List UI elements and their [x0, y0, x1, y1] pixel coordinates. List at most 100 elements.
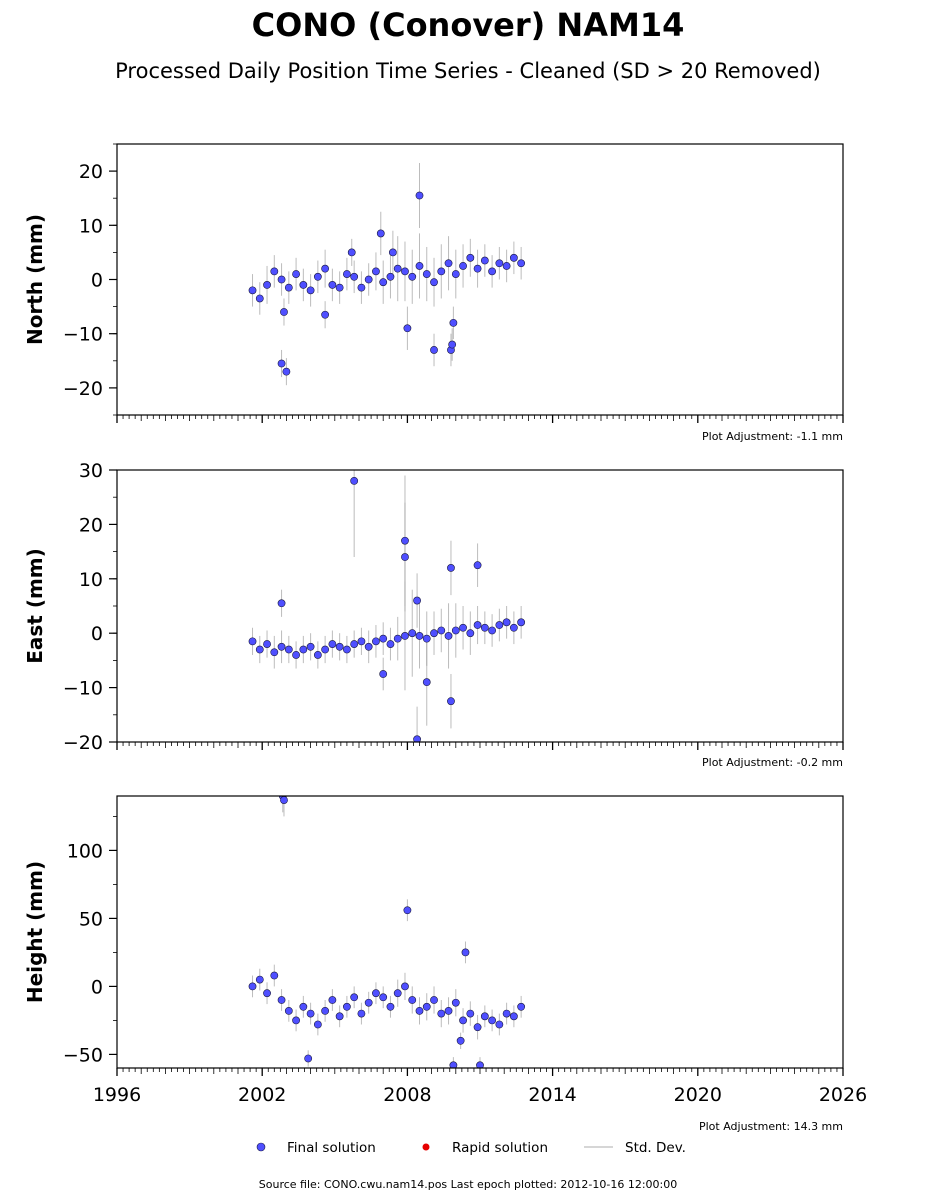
legend-rapid-marker — [422, 1143, 430, 1151]
y-tick-label: 50 — [79, 908, 103, 930]
data-point — [430, 278, 438, 287]
data-point — [415, 191, 424, 200]
data-point — [422, 678, 431, 687]
data-point — [270, 971, 279, 980]
y-tick-label: −10 — [63, 678, 103, 700]
data-point — [449, 1061, 458, 1068]
plot-area — [248, 470, 526, 742]
data-point — [502, 262, 511, 270]
data-point — [335, 1012, 344, 1021]
panel-3: 1996 2002 2008 2014 2020 2026 −50 0 50 100 Height … — [23, 795, 867, 1133]
data-point — [408, 996, 417, 1004]
data-point — [321, 645, 330, 654]
x-tick-label: 2002 — [238, 1084, 286, 1106]
data-point — [415, 632, 424, 640]
legend-final-label: Final solution — [287, 1140, 376, 1156]
data-point — [277, 359, 286, 368]
data-point — [488, 1016, 496, 1025]
data-point — [364, 998, 373, 1007]
data-point — [280, 796, 288, 804]
data-point — [437, 1009, 446, 1018]
data-point — [277, 996, 286, 1004]
data-point — [357, 1009, 366, 1018]
data-point — [495, 621, 504, 629]
data-point — [466, 253, 475, 262]
data-point — [509, 253, 518, 262]
panels: −20 −10 0 10 20 North (mm) Plot Adjustment: -1… — [23, 143, 867, 1133]
data-point — [430, 346, 438, 354]
data-point — [364, 275, 373, 284]
legend-final-marker — [256, 1142, 266, 1152]
data-point — [422, 1002, 431, 1011]
plot-area — [248, 796, 526, 1068]
data-point — [449, 318, 458, 327]
data-point — [401, 553, 409, 561]
data-point — [284, 1006, 293, 1015]
data-point — [292, 270, 300, 278]
data-point — [448, 340, 457, 349]
data-point — [321, 1006, 330, 1015]
data-point — [466, 629, 475, 638]
data-point — [263, 989, 271, 998]
axes-frame — [116, 469, 844, 743]
y-tick-label: 10 — [79, 569, 103, 591]
data-point — [248, 982, 257, 991]
y-tick-label: −10 — [63, 324, 103, 346]
y-tick-label: 0 — [91, 976, 103, 998]
data-point — [282, 367, 291, 376]
data-point — [480, 1012, 489, 1021]
x-tick-label: 2020 — [674, 1084, 722, 1106]
panel-2: −20 −10 0 10 20 30 East (mm) Plot Adjustment: -… — [23, 460, 844, 769]
x-tick-label: 1996 — [93, 1084, 141, 1106]
data-point — [321, 264, 330, 273]
data-point — [292, 1016, 300, 1025]
data-point — [255, 975, 264, 984]
data-point — [456, 1036, 465, 1045]
data-point — [473, 561, 482, 570]
data-point — [517, 618, 526, 627]
data-point — [263, 281, 271, 289]
data-point — [372, 989, 380, 998]
data-point — [509, 623, 518, 632]
data-point — [415, 1006, 424, 1015]
data-point — [306, 286, 315, 295]
data-point — [413, 596, 421, 605]
data-point — [270, 267, 279, 276]
data-point — [263, 640, 271, 648]
data-point — [401, 982, 409, 991]
x-tick-label: 2008 — [383, 1084, 431, 1106]
data-point — [299, 1002, 308, 1011]
data-point — [299, 645, 308, 654]
y-tick-label: 0 — [91, 623, 103, 645]
axes-frame — [116, 143, 844, 416]
data-point — [350, 272, 359, 281]
plot-adjustment: Plot Adjustment: -1.1 mm — [702, 430, 843, 443]
data-point — [376, 229, 385, 238]
data-point — [350, 993, 359, 1002]
data-point — [430, 996, 438, 1004]
data-point — [401, 632, 409, 640]
data-point — [277, 275, 286, 284]
y-tick-label: 30 — [79, 460, 103, 482]
data-point — [488, 626, 496, 635]
data-point — [335, 283, 344, 292]
data-point — [480, 623, 489, 632]
panel-1: −20 −10 0 10 20 North (mm) Plot Adjustment: -1… — [23, 143, 844, 443]
data-point — [379, 993, 388, 1002]
data-point — [393, 989, 402, 998]
y-axis-label: Height (mm) — [23, 861, 47, 1003]
data-point — [502, 618, 511, 627]
data-point — [386, 1002, 395, 1011]
y-tick-label: 0 — [91, 270, 103, 292]
data-point — [386, 272, 395, 281]
data-point — [422, 270, 431, 278]
data-point — [255, 645, 264, 654]
y-tick-label: −20 — [63, 378, 103, 400]
y-tick-label: 20 — [79, 161, 103, 183]
data-point — [280, 308, 288, 316]
data-point — [321, 310, 330, 319]
data-point — [408, 272, 417, 281]
data-point — [284, 283, 293, 292]
data-point — [437, 267, 446, 276]
data-point — [459, 623, 467, 632]
